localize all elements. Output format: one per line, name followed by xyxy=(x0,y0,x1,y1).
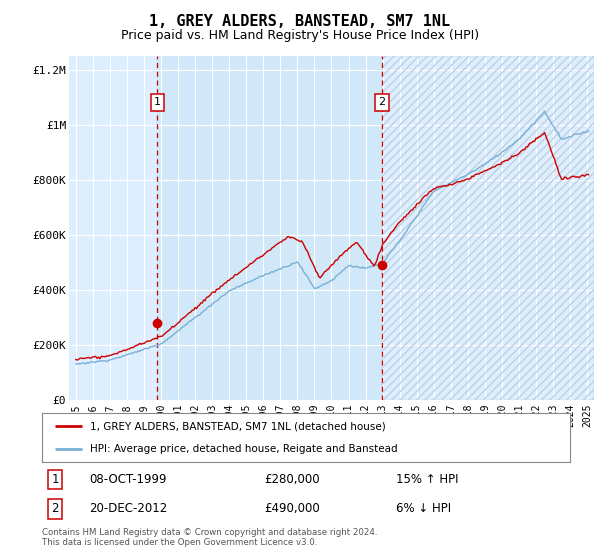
Text: 08-OCT-1999: 08-OCT-1999 xyxy=(89,473,167,486)
Bar xyxy=(382,56,594,400)
Text: Contains HM Land Registry data © Crown copyright and database right 2024.
This d: Contains HM Land Registry data © Crown c… xyxy=(42,528,377,547)
FancyBboxPatch shape xyxy=(382,56,594,400)
Text: 1: 1 xyxy=(52,473,59,486)
Text: 1, GREY ALDERS, BANSTEAD, SM7 1NL: 1, GREY ALDERS, BANSTEAD, SM7 1NL xyxy=(149,14,451,29)
Text: 1, GREY ALDERS, BANSTEAD, SM7 1NL (detached house): 1, GREY ALDERS, BANSTEAD, SM7 1NL (detac… xyxy=(89,421,385,431)
Text: HPI: Average price, detached house, Reigate and Banstead: HPI: Average price, detached house, Reig… xyxy=(89,444,397,454)
Bar xyxy=(157,56,382,400)
Text: 1: 1 xyxy=(154,97,161,108)
Text: 15% ↑ HPI: 15% ↑ HPI xyxy=(396,473,458,486)
Text: 2: 2 xyxy=(52,502,59,515)
Text: 2: 2 xyxy=(379,97,386,108)
Text: 6% ↓ HPI: 6% ↓ HPI xyxy=(396,502,451,515)
Text: £490,000: £490,000 xyxy=(264,502,320,515)
Text: £280,000: £280,000 xyxy=(264,473,319,486)
Text: 20-DEC-2012: 20-DEC-2012 xyxy=(89,502,168,515)
Bar xyxy=(382,56,594,400)
Text: Price paid vs. HM Land Registry's House Price Index (HPI): Price paid vs. HM Land Registry's House … xyxy=(121,29,479,42)
